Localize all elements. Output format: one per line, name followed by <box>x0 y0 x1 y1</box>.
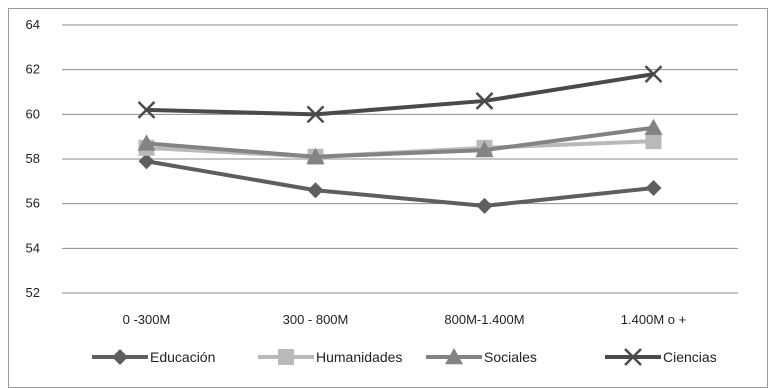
x-tick-label: 1.400M o + <box>621 312 686 327</box>
y-tick-label: 56 <box>26 196 40 211</box>
series-line <box>144 72 656 117</box>
legend-item: Ciencias <box>605 348 717 366</box>
legend-item: Educación <box>92 349 215 365</box>
series-line <box>144 125 656 159</box>
data-point <box>307 182 324 199</box>
line-chart: 52 54 56 58 60 62 64 0 -300M 300 - 800M 800M-1.4… <box>26 17 738 366</box>
x-axis-ticks: 0 -300M 300 - 800M 800M-1.400M 1.400M o + <box>123 312 687 327</box>
legend: Educación Humanidades Sociales Ciencias <box>92 348 717 366</box>
legend-marker <box>278 349 294 365</box>
legend-label: Sociales <box>484 349 537 365</box>
y-tick-label: 52 <box>26 285 40 300</box>
data-point <box>645 133 662 150</box>
x-tick-label: 300 - 800M <box>283 312 349 327</box>
data-point <box>644 118 663 135</box>
series-group <box>137 65 663 214</box>
legend-item: Sociales <box>426 348 537 365</box>
legend-marker <box>445 348 463 365</box>
grid-lines <box>62 24 738 294</box>
data-point <box>306 105 325 124</box>
y-tick-label: 60 <box>26 106 40 121</box>
series-sociales <box>137 118 663 164</box>
legend-item: Humanidades <box>258 349 402 365</box>
legend-label: Ciencias <box>663 349 717 365</box>
data-point <box>137 134 156 151</box>
data-point <box>306 147 325 164</box>
y-axis-ticks: 52 54 56 58 60 62 64 <box>26 17 40 300</box>
y-tick-label: 62 <box>26 62 40 77</box>
legend-marker <box>112 349 128 365</box>
data-point <box>475 141 494 158</box>
data-point <box>138 153 155 170</box>
y-tick-label: 54 <box>26 240 40 255</box>
series-ciencias <box>137 65 663 124</box>
x-tick-label: 800M-1.400M <box>444 312 524 327</box>
series-line <box>144 159 656 208</box>
data-point <box>644 65 663 84</box>
y-tick-label: 58 <box>26 151 40 166</box>
data-point <box>476 197 493 214</box>
x-tick-label: 0 -300M <box>123 312 171 327</box>
series-educacion <box>138 153 662 214</box>
data-point <box>137 100 156 119</box>
legend-label: Educación <box>150 349 215 365</box>
legend-marker <box>624 348 642 366</box>
legend-label: Humanidades <box>316 349 402 365</box>
y-tick-label: 64 <box>26 17 40 32</box>
data-point <box>645 180 662 197</box>
data-point <box>475 92 494 110</box>
